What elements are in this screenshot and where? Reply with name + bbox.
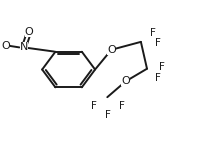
Text: O: O: [24, 27, 33, 37]
Text: O: O: [107, 45, 116, 55]
Text: O: O: [1, 41, 10, 51]
Text: F: F: [155, 38, 161, 49]
Text: O: O: [121, 76, 130, 86]
Text: N: N: [20, 42, 28, 52]
Text: F: F: [105, 110, 111, 120]
Text: F: F: [119, 101, 124, 111]
Text: F: F: [91, 101, 97, 111]
Text: F: F: [159, 62, 165, 72]
Text: F: F: [150, 28, 155, 38]
Text: F: F: [155, 73, 161, 83]
